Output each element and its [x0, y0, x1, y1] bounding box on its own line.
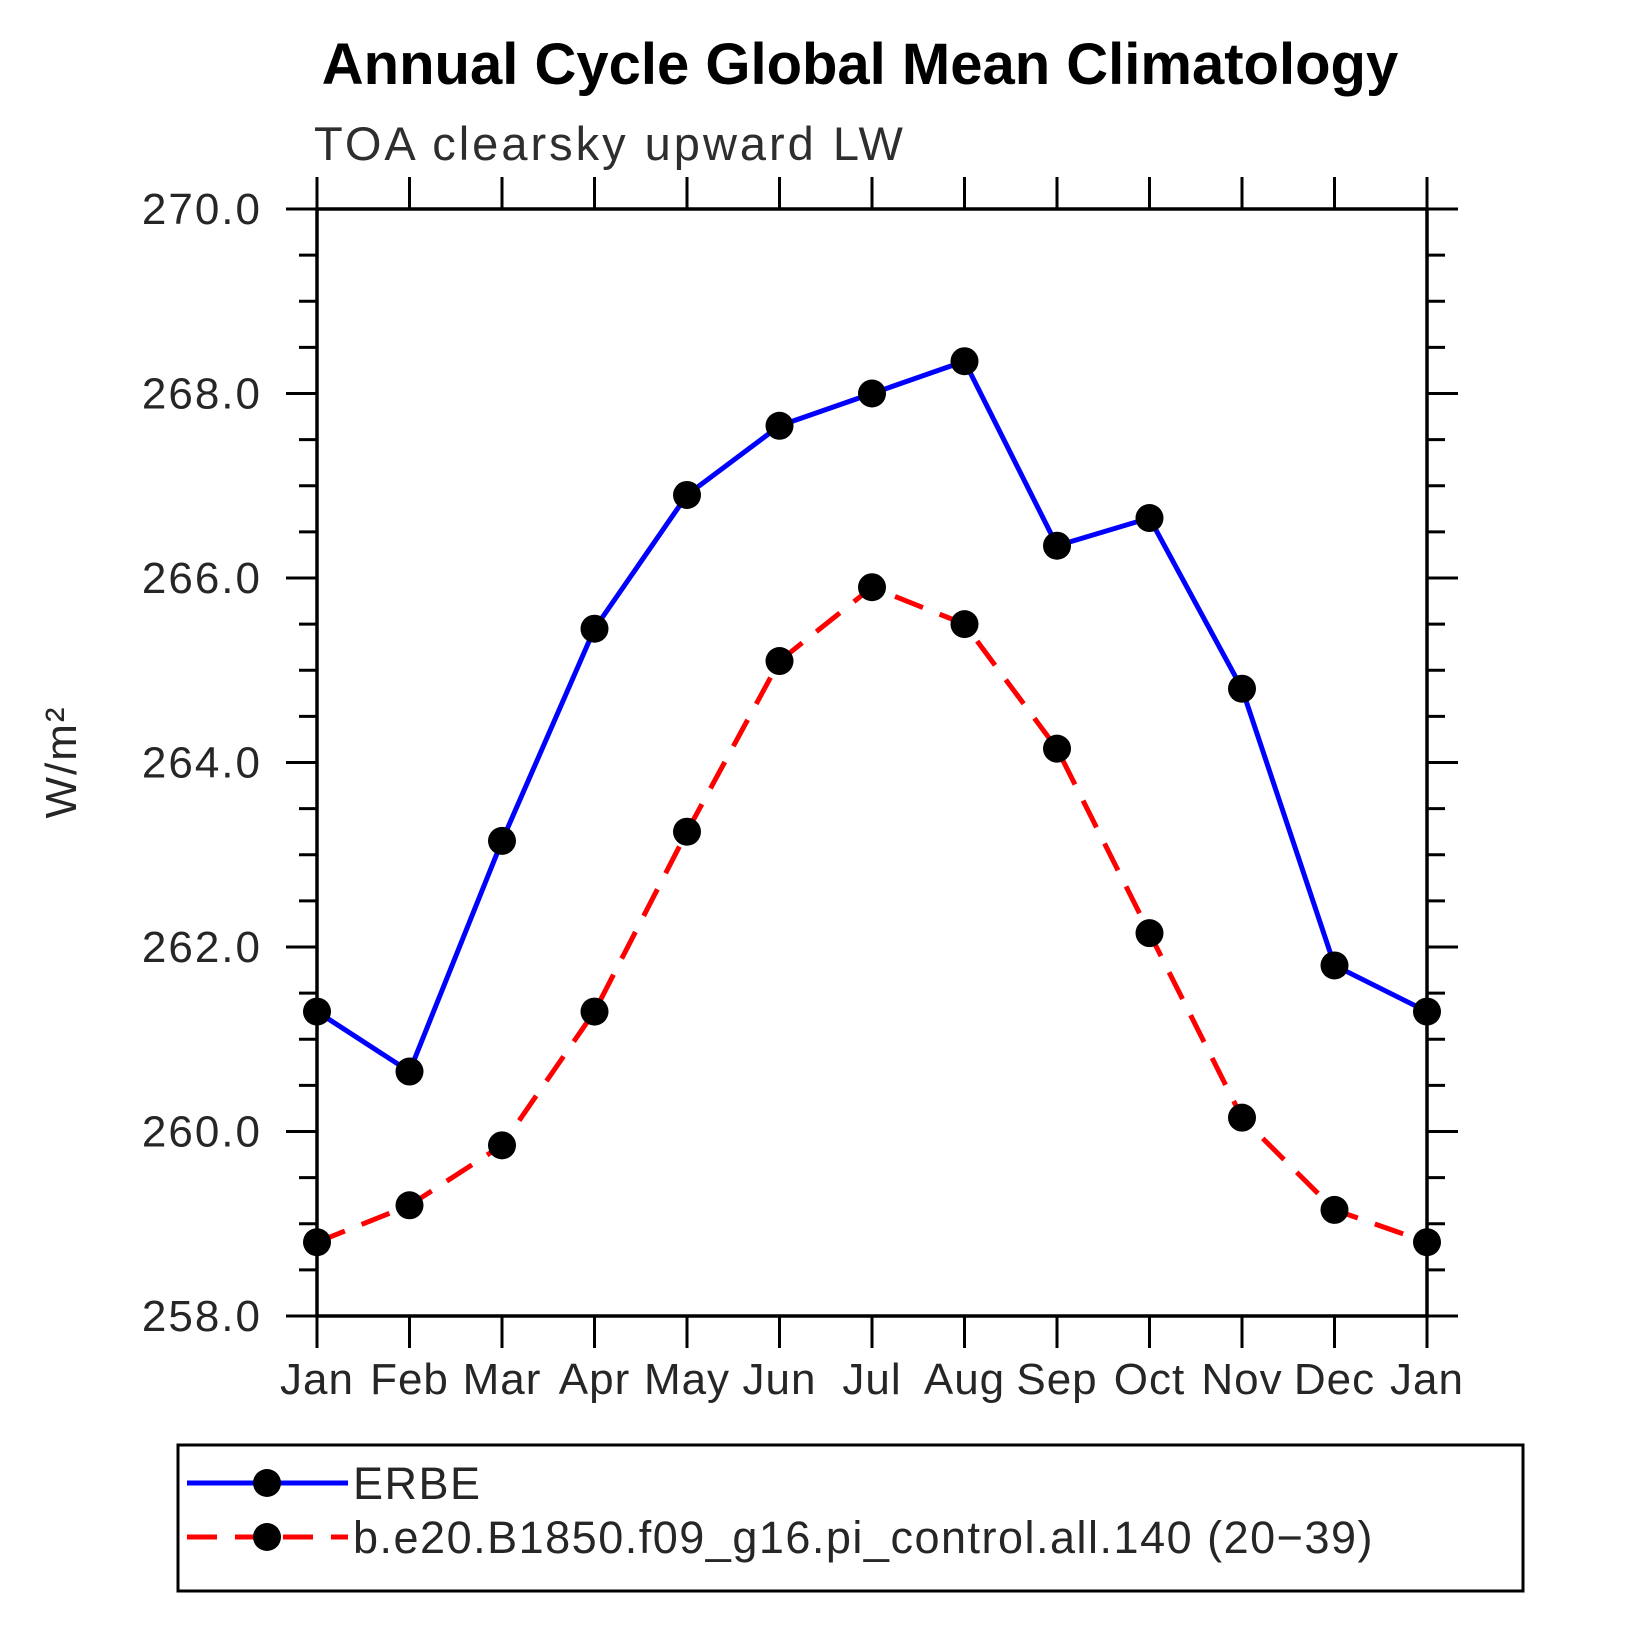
x-axis-tick-label: Sep — [1016, 1355, 1097, 1404]
legend-entry-erbe: ERBE — [187, 1458, 482, 1509]
data-point-model — [1413, 1228, 1441, 1257]
y-axis-tick-label: 262.0 — [142, 923, 262, 972]
x-axis-tick-label: Feb — [370, 1355, 449, 1404]
data-point-erbe — [673, 480, 701, 509]
data-point-model — [1043, 734, 1071, 763]
data-point-erbe — [395, 1057, 424, 1086]
data-point-model — [395, 1191, 424, 1220]
data-point-erbe — [303, 997, 331, 1026]
x-axis-tick-label: Aug — [924, 1355, 1005, 1404]
y-axis-tick-label: 264.0 — [142, 739, 262, 788]
legend-entry-model: b.e20.B1850.f09_g16.pi_control.all.140 (… — [187, 1512, 1374, 1563]
x-axis-tick-label: Apr — [559, 1355, 630, 1404]
y-axis-tick-label: 266.0 — [142, 554, 262, 603]
y-axis-label: W/m² — [37, 705, 86, 818]
x-axis-tick-label: Oct — [1114, 1355, 1185, 1404]
data-point-model — [1135, 919, 1164, 948]
data-point-erbe — [1135, 504, 1164, 533]
data-point-erbe — [1413, 997, 1441, 1026]
data-point-model — [580, 997, 609, 1026]
x-axis-tick-label: Jan — [280, 1355, 354, 1404]
data-point-model — [1320, 1195, 1349, 1224]
legend-marker-model — [253, 1523, 281, 1551]
x-axis-tick-label: Dec — [1294, 1355, 1375, 1404]
x-axis-tick-label: Nov — [1201, 1355, 1282, 1404]
data-point-model — [1228, 1103, 1256, 1132]
data-point-erbe — [488, 826, 516, 855]
plot-box — [315, 207, 1429, 1318]
x-axis-tick-label: Mar — [463, 1355, 542, 1404]
legend-label-model: b.e20.B1850.f09_g16.pi_control.all.140 (… — [353, 1512, 1374, 1563]
legend-box — [176, 1443, 1525, 1593]
data-point-erbe — [765, 411, 794, 440]
y-axis-tick-label: 268.0 — [142, 370, 262, 419]
x-axis-tick-label: Jan — [1390, 1355, 1464, 1404]
data-point-model — [488, 1131, 516, 1160]
data-point-erbe — [1320, 951, 1349, 980]
plot-area: 258.0 260.0 262.0 264.0 266.0 268.0 270.0 Jan Fe… — [142, 177, 1464, 1404]
x-axis-tick-label: Jun — [743, 1355, 817, 1404]
data-point-model — [858, 573, 886, 602]
x-axis-tick-label: May — [644, 1355, 730, 1404]
series-line-erbe — [315, 358, 1429, 1075]
data-point-model — [765, 647, 794, 676]
series-line-model — [316, 584, 1428, 1245]
data-point-model — [673, 817, 701, 846]
data-point-erbe — [950, 347, 979, 376]
y-axis-tick-label: 258.0 — [142, 1292, 262, 1341]
y-axis-tick-label: 270.0 — [142, 185, 262, 234]
legend: ERBE b.e20.B1850.f09_g16.pi_control.all.… — [176, 1443, 1525, 1593]
legend-label-erbe: ERBE — [353, 1458, 482, 1509]
chart-subtitle: TOA clearsky upward LW — [314, 117, 906, 170]
chart-title: Annual Cycle Global Mean Climatology — [322, 32, 1398, 97]
data-point-erbe — [1043, 531, 1071, 560]
y-axis-tick-label: 260.0 — [142, 1108, 262, 1157]
x-axis-tick-label: Jul — [842, 1355, 901, 1404]
data-point-model — [303, 1228, 331, 1257]
data-point-erbe — [1228, 674, 1256, 703]
data-point-erbe — [858, 379, 886, 408]
data-point-model — [950, 610, 979, 639]
data-point-erbe — [580, 614, 609, 643]
legend-marker-erbe — [253, 1469, 281, 1497]
